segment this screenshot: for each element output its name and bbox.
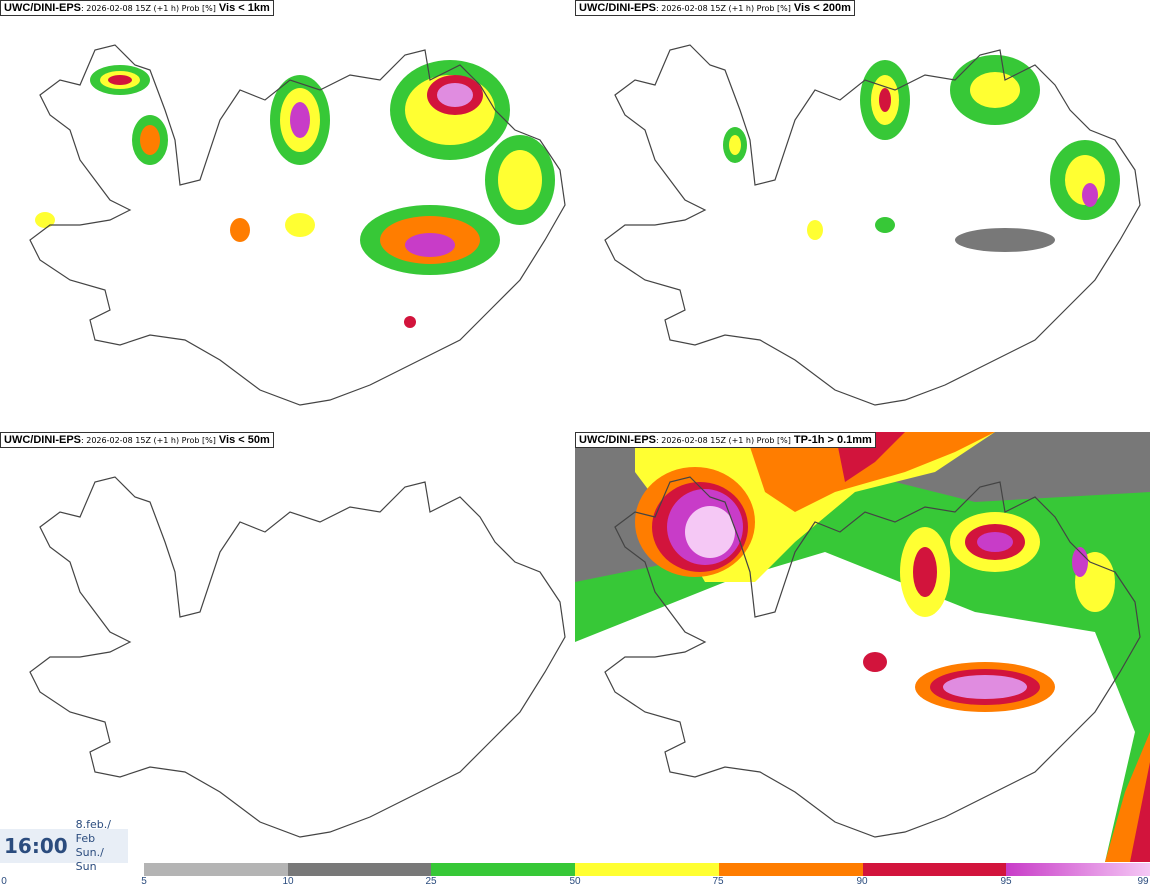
valid-date: 8.feb./ Feb Sun./ Sun xyxy=(76,818,128,874)
legend-tick: 25 xyxy=(425,876,437,887)
panel-title: UWC/DINI-EPS: 2026-02-08 15Z (+1 h) Prob… xyxy=(0,0,274,16)
legend-tick: 95 xyxy=(1000,876,1012,887)
legend-colorbar xyxy=(144,863,1150,876)
map-precip xyxy=(575,432,1150,862)
run-meta: : 2026-02-08 15Z (+1 h) Prob [%] xyxy=(656,436,791,445)
map-panel-vis-200m: UWC/DINI-EPS: 2026-02-08 15Z (+1 h) Prob… xyxy=(575,0,1150,430)
panel-title: UWC/DINI-EPS: 2026-02-08 15Z (+1 h) Prob… xyxy=(575,0,855,16)
legend-tick: 99 xyxy=(1137,876,1149,887)
legend-swatch xyxy=(1006,863,1150,876)
map-panel-vis-50m: UWC/DINI-EPS: 2026-02-08 15Z (+1 h) Prob… xyxy=(0,432,575,862)
legend-tick: 10 xyxy=(282,876,294,887)
run-meta: : 2026-02-08 15Z (+1 h) Prob [%] xyxy=(656,4,791,13)
source-label: UWC/DINI-EPS xyxy=(4,434,81,446)
panel-title: UWC/DINI-EPS: 2026-02-08 15Z (+1 h) Prob… xyxy=(0,432,274,448)
map-vis-200m xyxy=(604,44,1141,406)
legend-tick: 90 xyxy=(856,876,868,887)
run-meta: : 2026-02-08 15Z (+1 h) Prob [%] xyxy=(81,436,216,445)
legend-swatch xyxy=(718,863,863,876)
legend-tick: 50 xyxy=(569,876,581,887)
source-label: UWC/DINI-EPS xyxy=(4,2,81,14)
map-vis-1km xyxy=(29,44,566,406)
legend-tick: 5 xyxy=(141,876,147,887)
source-label: UWC/DINI-EPS xyxy=(579,434,656,446)
valid-time: 16:00 xyxy=(4,834,68,858)
source-label: UWC/DINI-EPS xyxy=(579,2,656,14)
legend-swatch xyxy=(431,863,576,876)
legend-swatch xyxy=(862,863,1007,876)
map-panel-vis-1km: UWC/DINI-EPS: 2026-02-08 15Z (+1 h) Prob… xyxy=(0,0,575,430)
panel-title: UWC/DINI-EPS: 2026-02-08 15Z (+1 h) Prob… xyxy=(575,432,876,448)
run-meta: : 2026-02-08 15Z (+1 h) Prob [%] xyxy=(81,4,216,13)
legend-tick: 75 xyxy=(712,876,724,887)
legend-tick: 0 xyxy=(1,876,7,887)
variable-label: TP-1h > 0.1mm xyxy=(793,434,872,446)
variable-label: Vis < 1km xyxy=(218,2,270,14)
map-panel-precip: UWC/DINI-EPS: 2026-02-08 15Z (+1 h) Prob… xyxy=(575,432,1150,862)
variable-label: Vis < 50m xyxy=(218,434,270,446)
date-line-2: Sun./ Sun xyxy=(75,846,104,873)
date-line-1: 8.feb./ Feb xyxy=(75,818,111,845)
legend-swatch xyxy=(575,863,719,876)
map-vis-50m xyxy=(29,476,566,838)
valid-time-box: 16:00 8.feb./ Feb Sun./ Sun xyxy=(0,818,128,873)
legend-swatch xyxy=(287,863,432,876)
legend-swatch xyxy=(144,863,288,876)
variable-label: Vis < 200m xyxy=(793,2,851,14)
